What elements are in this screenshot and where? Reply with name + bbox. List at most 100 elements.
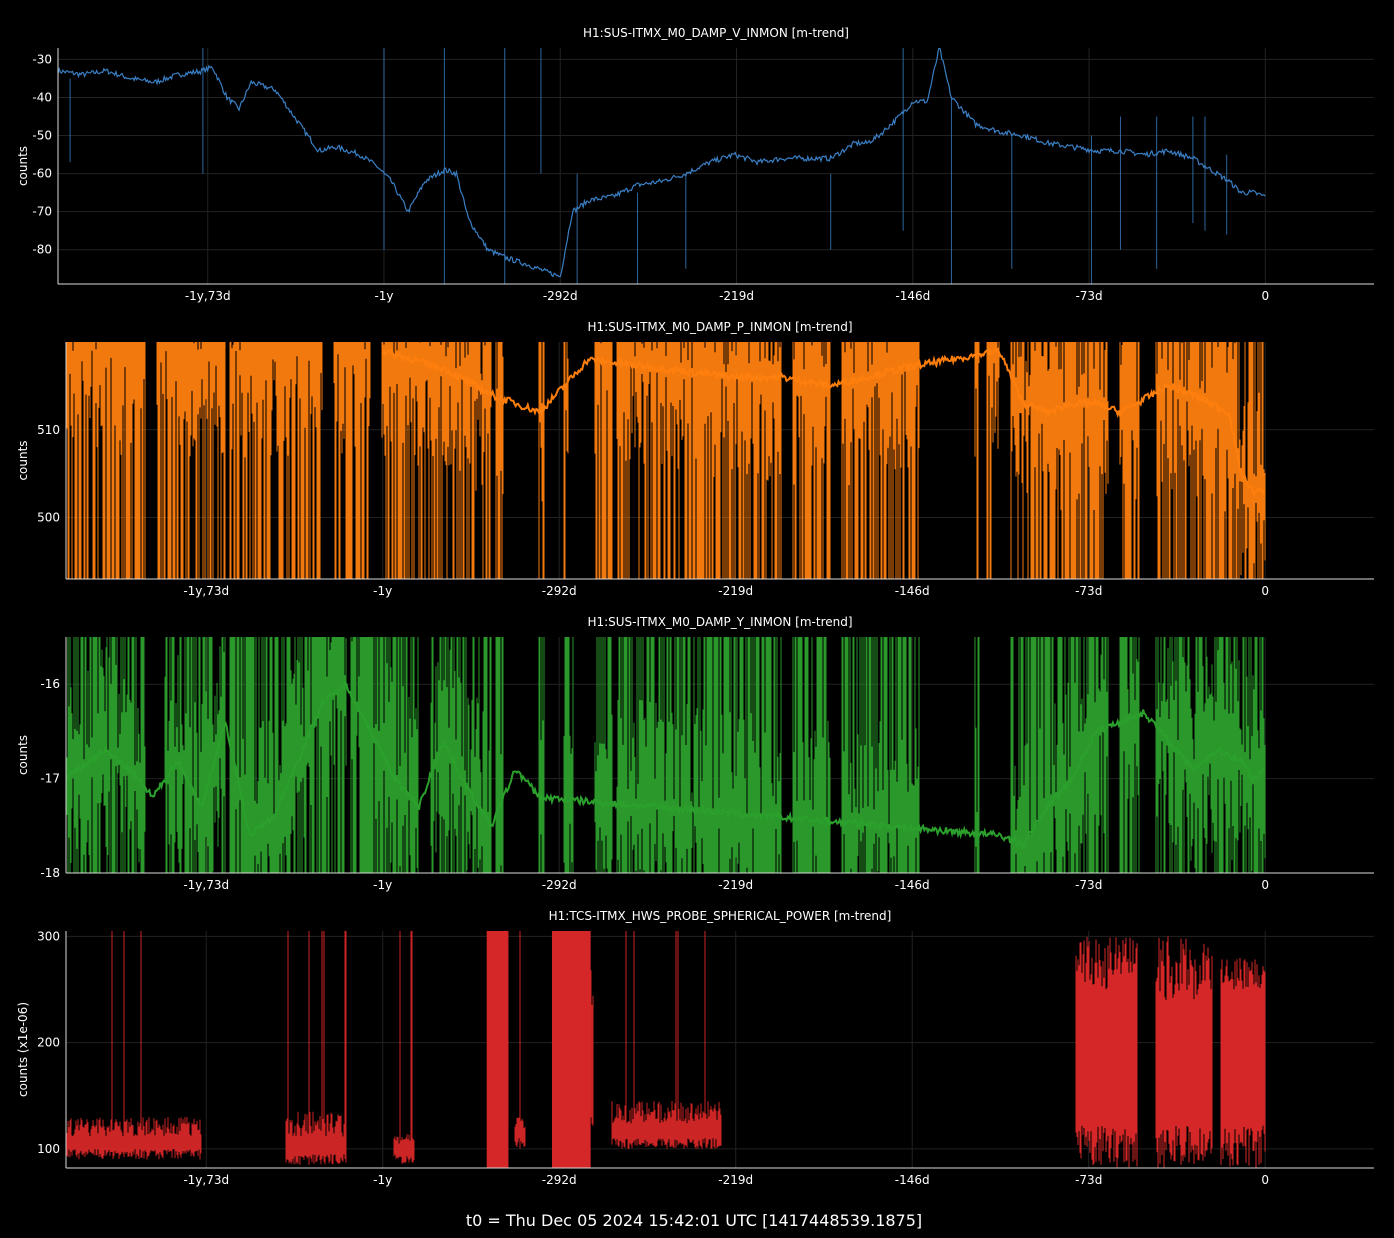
x-tick-label: -146d xyxy=(895,584,930,598)
series-3 xyxy=(66,637,1266,873)
x-tick-label: 0 xyxy=(1261,878,1269,892)
dense-segment xyxy=(611,931,722,1149)
x-tick-label: -73d xyxy=(1075,289,1102,303)
x-tick-label: -73d xyxy=(1075,1173,1102,1187)
x-tick-label: 0 xyxy=(1262,289,1270,303)
y-axis-label: counts xyxy=(16,440,30,480)
dense-segment xyxy=(974,342,980,579)
panel-title: H1:SUS-ITMX_M0_DAMP_V_INMON [m-trend] xyxy=(583,26,849,40)
dense-segment xyxy=(616,637,782,873)
series-line xyxy=(58,48,1266,278)
y-tick-label: -30 xyxy=(32,52,52,66)
chart-panels: -1y,73d -1y -292d -219d -146d -73d 0 -30 -40 -50 -… xyxy=(16,26,1374,1187)
x-tick-label: -219d xyxy=(719,289,754,303)
dense-segment xyxy=(495,637,504,873)
dense-segment xyxy=(841,637,920,873)
dense-segment xyxy=(66,931,202,1160)
x-tick-label: 0 xyxy=(1261,584,1269,598)
trend-line xyxy=(66,680,1266,851)
high-segment xyxy=(1155,936,1213,1168)
x-tick-label: -292d xyxy=(542,878,577,892)
dense-segment xyxy=(393,931,415,1164)
dense-segment xyxy=(495,342,504,579)
y-axis-label: counts xyxy=(16,735,30,775)
y-tick-label: -50 xyxy=(32,129,52,143)
x-tick-label: -1y,73d xyxy=(183,584,229,598)
x-tick-label: -1y,73d xyxy=(183,1173,229,1187)
y-tick-label: 200 xyxy=(37,1036,60,1050)
x-tick-label: -1y xyxy=(373,1173,392,1187)
x-tick-label: -292d xyxy=(543,289,578,303)
dense-segment xyxy=(1155,342,1266,579)
dense-segment xyxy=(1155,637,1266,873)
dense-segment xyxy=(974,637,980,873)
x-tick-label: -73d xyxy=(1075,584,1102,598)
high-segment xyxy=(1075,936,1138,1168)
series-4 xyxy=(66,931,1266,1168)
dense-segment xyxy=(1010,342,1109,579)
chart-panel-4: -1y,73d -1y -292d -219d -146d -73d 0 300 200 100 H… xyxy=(16,909,1374,1187)
panel-title: H1:SUS-ITMX_M0_DAMP_P_INMON [m-trend] xyxy=(587,320,852,334)
dense-segment xyxy=(563,637,574,873)
dense-segment xyxy=(229,637,347,873)
y-tick-label: -40 xyxy=(32,90,52,104)
x-tick-label: -73d xyxy=(1075,878,1102,892)
dense-segment xyxy=(616,342,782,579)
y-tick-label: -60 xyxy=(32,167,52,181)
x-tick-label: -1y,73d xyxy=(185,289,231,303)
y-tick-label: 500 xyxy=(37,511,60,525)
x-tick-label: -146d xyxy=(895,289,930,303)
panel-title: H1:SUS-ITMX_M0_DAMP_Y_INMON [m-trend] xyxy=(587,615,852,629)
series-2 xyxy=(66,342,1266,579)
y-axis-label: counts xyxy=(16,146,30,186)
y-tick-label: -18 xyxy=(40,866,60,880)
x-tick-label: -219d xyxy=(718,878,753,892)
y-tick-label: -16 xyxy=(40,677,60,691)
solid-band xyxy=(551,931,591,1168)
dense-segment xyxy=(333,342,371,579)
dense-segment xyxy=(563,342,569,579)
dense-segment xyxy=(792,637,831,873)
y-tick-label: -17 xyxy=(40,772,60,786)
chart-panel-3: -1y,73d -1y -292d -219d -146d -73d 0 -16 -17 -18 H… xyxy=(16,615,1374,892)
trend-line xyxy=(381,346,1266,497)
dense-segment xyxy=(350,637,419,873)
x-tick-label: 0 xyxy=(1261,1173,1269,1187)
x-tick-label: -219d xyxy=(718,1173,753,1187)
y-tick-label: 510 xyxy=(37,423,60,437)
x-tick-label: -1y,73d xyxy=(183,878,229,892)
dense-segment xyxy=(1119,637,1140,873)
dense-segment xyxy=(156,342,226,579)
y-tick-label: 300 xyxy=(37,929,60,943)
dense-segment xyxy=(381,342,492,579)
dense-segment xyxy=(1010,637,1109,873)
solid-band xyxy=(486,931,509,1168)
y-tick-label: 100 xyxy=(37,1142,60,1156)
dense-segment xyxy=(66,342,146,579)
dense-segment xyxy=(514,931,526,1149)
y-tick-label: -70 xyxy=(32,205,52,219)
y-tick-label: -80 xyxy=(32,243,52,257)
x-tick-label: -219d xyxy=(718,584,753,598)
dense-segment xyxy=(538,342,545,579)
dense-segment xyxy=(538,637,545,873)
chart-panel-1: -1y,73d -1y -292d -219d -146d -73d 0 -30 -40 -50 -… xyxy=(16,26,1374,303)
dense-segment xyxy=(594,637,613,873)
dense-segment xyxy=(229,342,323,579)
series-1 xyxy=(58,48,1266,284)
dense-segment xyxy=(841,342,920,579)
x-tick-label: -292d xyxy=(542,1173,577,1187)
x-tick-label: -1y xyxy=(373,584,392,598)
dense-segment xyxy=(66,637,146,873)
dense-segment xyxy=(986,342,1000,579)
panel-title: H1:TCS-ITMX_HWS_PROBE_SPHERICAL_POWER [m… xyxy=(549,909,892,923)
dense-segment xyxy=(1119,342,1140,579)
x-tick-label: -1y xyxy=(373,878,392,892)
x-tick-label: -146d xyxy=(895,1173,930,1187)
dense-segment xyxy=(285,931,347,1165)
high-segment xyxy=(1220,957,1266,1168)
y-axis-label: counts (x1e-06) xyxy=(16,1002,30,1097)
footer-timestamp: t0 = Thu Dec 05 2024 15:42:01 UTC [14174… xyxy=(466,1211,922,1230)
chart-panel-2: -1y,73d -1y -292d -219d -146d -73d 0 510 500 H1:S… xyxy=(16,320,1374,598)
